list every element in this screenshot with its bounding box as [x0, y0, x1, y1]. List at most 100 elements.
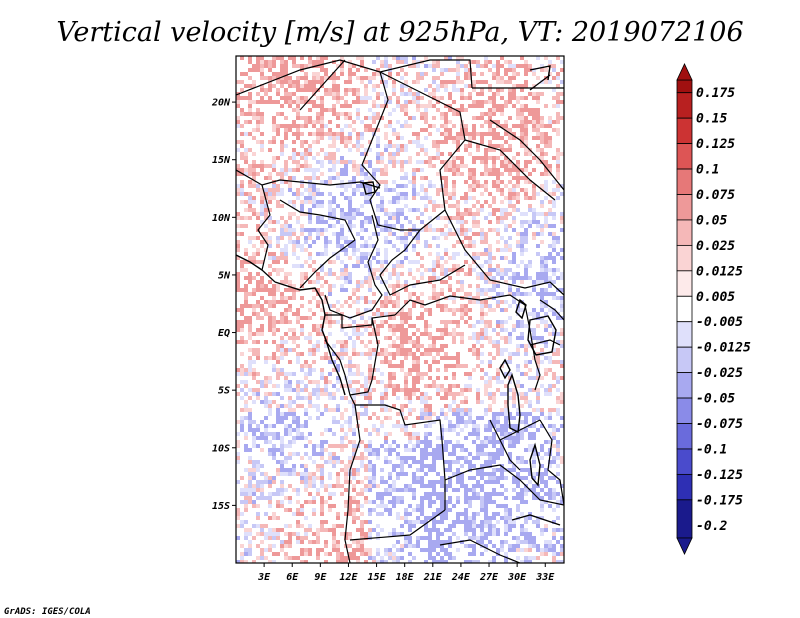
field-cell: [512, 352, 516, 356]
field-cell: [468, 132, 472, 136]
field-cell: [336, 460, 340, 464]
field-cell: [420, 372, 424, 376]
field-cell: [512, 440, 516, 444]
field-cell: [372, 556, 376, 560]
field-cell: [368, 160, 372, 164]
field-cell: [552, 508, 556, 512]
field-cell: [284, 460, 288, 464]
field-cell: [372, 100, 376, 104]
field-cell: [552, 280, 556, 284]
field-cell: [336, 408, 340, 412]
field-cell: [384, 508, 388, 512]
field-cell: [532, 436, 536, 440]
field-cell: [496, 216, 500, 220]
field-cell: [428, 412, 432, 416]
field-cell: [484, 216, 488, 220]
field-cell: [332, 88, 336, 92]
field-cell: [380, 400, 384, 404]
field-cell: [484, 520, 488, 524]
field-cell: [432, 80, 436, 84]
field-cell: [368, 500, 372, 504]
field-cell: [424, 436, 428, 440]
field-cell: [468, 168, 472, 172]
field-cell: [348, 224, 352, 228]
field-cell: [432, 484, 436, 488]
field-cell: [472, 440, 476, 444]
field-cell: [476, 300, 480, 304]
field-cell: [244, 528, 248, 532]
field-cell: [356, 284, 360, 288]
field-cell: [468, 416, 472, 420]
field-cell: [448, 228, 452, 232]
field-cell: [500, 476, 504, 480]
field-cell: [376, 224, 380, 228]
field-cell: [452, 88, 456, 92]
field-cell: [348, 116, 352, 120]
field-cell: [388, 64, 392, 68]
field-cell: [340, 444, 344, 448]
field-cell: [304, 212, 308, 216]
field-cell: [516, 480, 520, 484]
field-cell: [516, 196, 520, 200]
field-cell: [504, 504, 508, 508]
field-cell: [288, 100, 292, 104]
field-cell: [516, 496, 520, 500]
field-cell: [340, 532, 344, 536]
field-cell: [492, 492, 496, 496]
field-cell: [444, 332, 448, 336]
field-cell: [248, 416, 252, 420]
field-cell: [408, 292, 412, 296]
field-cell: [416, 432, 420, 436]
field-cell: [372, 312, 376, 316]
field-cell: [436, 128, 440, 132]
field-cell: [284, 456, 288, 460]
field-cell: [408, 140, 412, 144]
field-cell: [500, 172, 504, 176]
field-cell: [480, 452, 484, 456]
field-cell: [432, 156, 436, 160]
field-cell: [264, 92, 268, 96]
field-cell: [496, 504, 500, 508]
field-cell: [240, 72, 244, 76]
field-cell: [256, 60, 260, 64]
field-cell: [436, 508, 440, 512]
field-cell: [548, 224, 552, 228]
field-cell: [476, 560, 480, 563]
field-cell: [456, 536, 460, 540]
field-cell: [408, 484, 412, 488]
field-cell: [364, 200, 368, 204]
field-cell: [304, 248, 308, 252]
field-cell: [476, 252, 480, 256]
field-cell: [388, 336, 392, 340]
field-cell: [320, 96, 324, 100]
field-cell: [468, 560, 472, 563]
field-cell: [456, 404, 460, 408]
field-cell: [552, 436, 556, 440]
field-cell: [532, 344, 536, 348]
field-cell: [476, 492, 480, 496]
field-cell: [264, 424, 268, 428]
field-cell: [384, 84, 388, 88]
field-cell: [500, 348, 504, 352]
field-cell: [456, 212, 460, 216]
field-cell: [424, 208, 428, 212]
field-cell: [368, 388, 372, 392]
field-cell: [512, 424, 516, 428]
field-cell: [296, 512, 300, 516]
field-cell: [256, 140, 260, 144]
field-cell: [268, 316, 272, 320]
field-cell: [388, 272, 392, 276]
field-cell: [384, 408, 388, 412]
field-cell: [436, 64, 440, 68]
field-cell: [244, 284, 248, 288]
field-cell: [280, 104, 284, 108]
field-cell: [484, 460, 488, 464]
field-cell: [364, 456, 368, 460]
field-cell: [524, 276, 528, 280]
field-cell: [368, 128, 372, 132]
field-cell: [512, 272, 516, 276]
field-cell: [336, 512, 340, 516]
field-cell: [412, 176, 416, 180]
field-cell: [452, 320, 456, 324]
field-cell: [432, 544, 436, 548]
